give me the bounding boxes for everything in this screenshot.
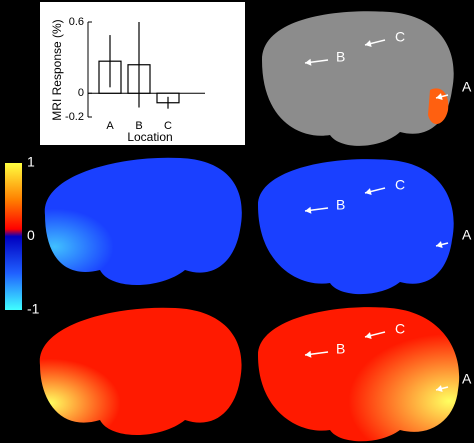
arrow-head [436,241,443,248]
arrow-head [436,93,443,100]
arrow-head [365,40,372,47]
brain-gray [262,11,454,146]
annotation: B [336,49,345,65]
annotation: B [336,197,345,213]
arrow-head [436,385,443,392]
y-tick-label: -0.2 [65,111,84,123]
colorbar [5,163,22,310]
brain-red-left [39,307,242,435]
brain-red-right [258,307,460,442]
y-axis-label: MRI Response (%) [50,19,64,120]
y-tick-label: 0.6 [69,16,84,28]
annotation: B [336,341,345,357]
x-tick-label: C [164,120,172,132]
colorbar-tick-label: 1 [27,154,35,170]
x-tick-label: A [106,120,114,132]
arrow-head [305,206,312,214]
brain-blue-right [258,159,454,295]
arrow-head [365,188,372,195]
annotation: C [395,177,405,193]
annotation: A [462,79,472,95]
annotation: C [395,321,405,337]
arrow-head [365,332,372,339]
annotation: A [462,371,472,387]
arrow-head [305,350,312,358]
annotation: A [462,227,472,243]
y-tick-label: 0 [78,87,84,99]
colorbar-tick-label: 0 [27,227,35,243]
x-tick-label: B [135,120,142,132]
brain-hot-spot [428,88,449,125]
colorbar-tick-label: -1 [27,301,40,317]
arrow-head [305,58,312,66]
brain-blue-left [44,157,242,285]
annotation: C [395,29,405,45]
x-axis-label: Location [127,130,172,144]
